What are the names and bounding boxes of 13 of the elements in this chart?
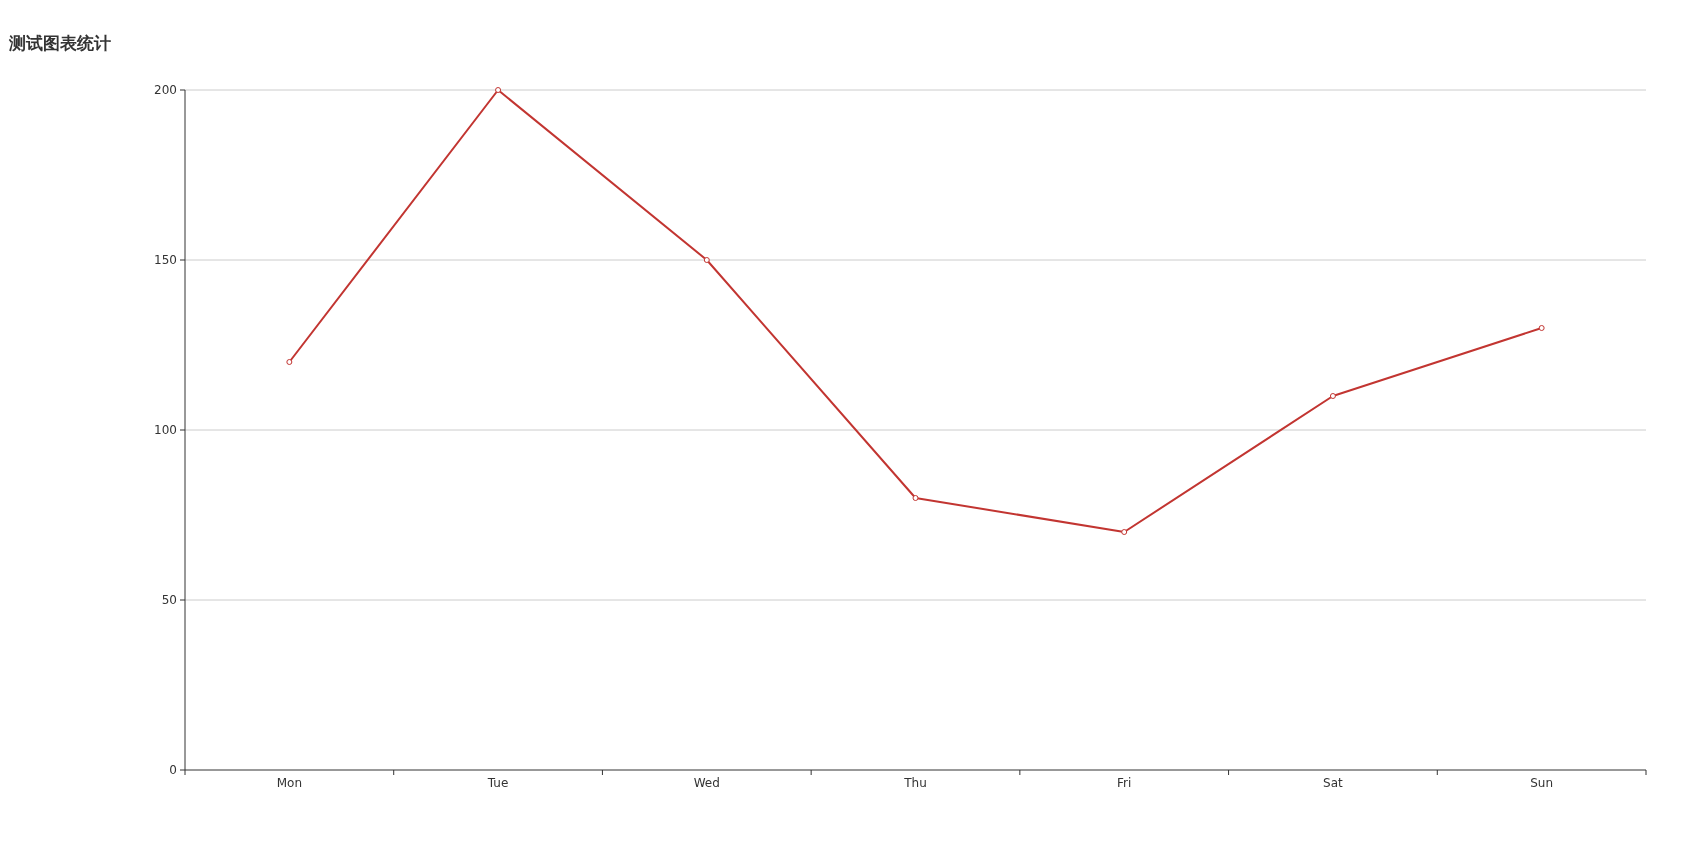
y-tick-label: 150: [154, 253, 177, 267]
x-tick-label: Fri: [1117, 776, 1132, 790]
x-tick-label: Thu: [903, 776, 927, 790]
y-tick-label: 100: [154, 423, 177, 437]
x-tick-label: Mon: [276, 776, 303, 790]
x-tick-label: Tue: [486, 776, 509, 790]
y-tick-label: 200: [154, 83, 177, 97]
x-tick-label: Sat: [1323, 776, 1344, 790]
y-tick-label: 50: [161, 593, 177, 607]
chart-title: 测试图表统计: [8, 33, 111, 53]
y-tick-label: 0: [169, 763, 177, 777]
x-tick-label: Sun: [1530, 776, 1554, 790]
x-tick-label: Wed: [693, 776, 720, 790]
